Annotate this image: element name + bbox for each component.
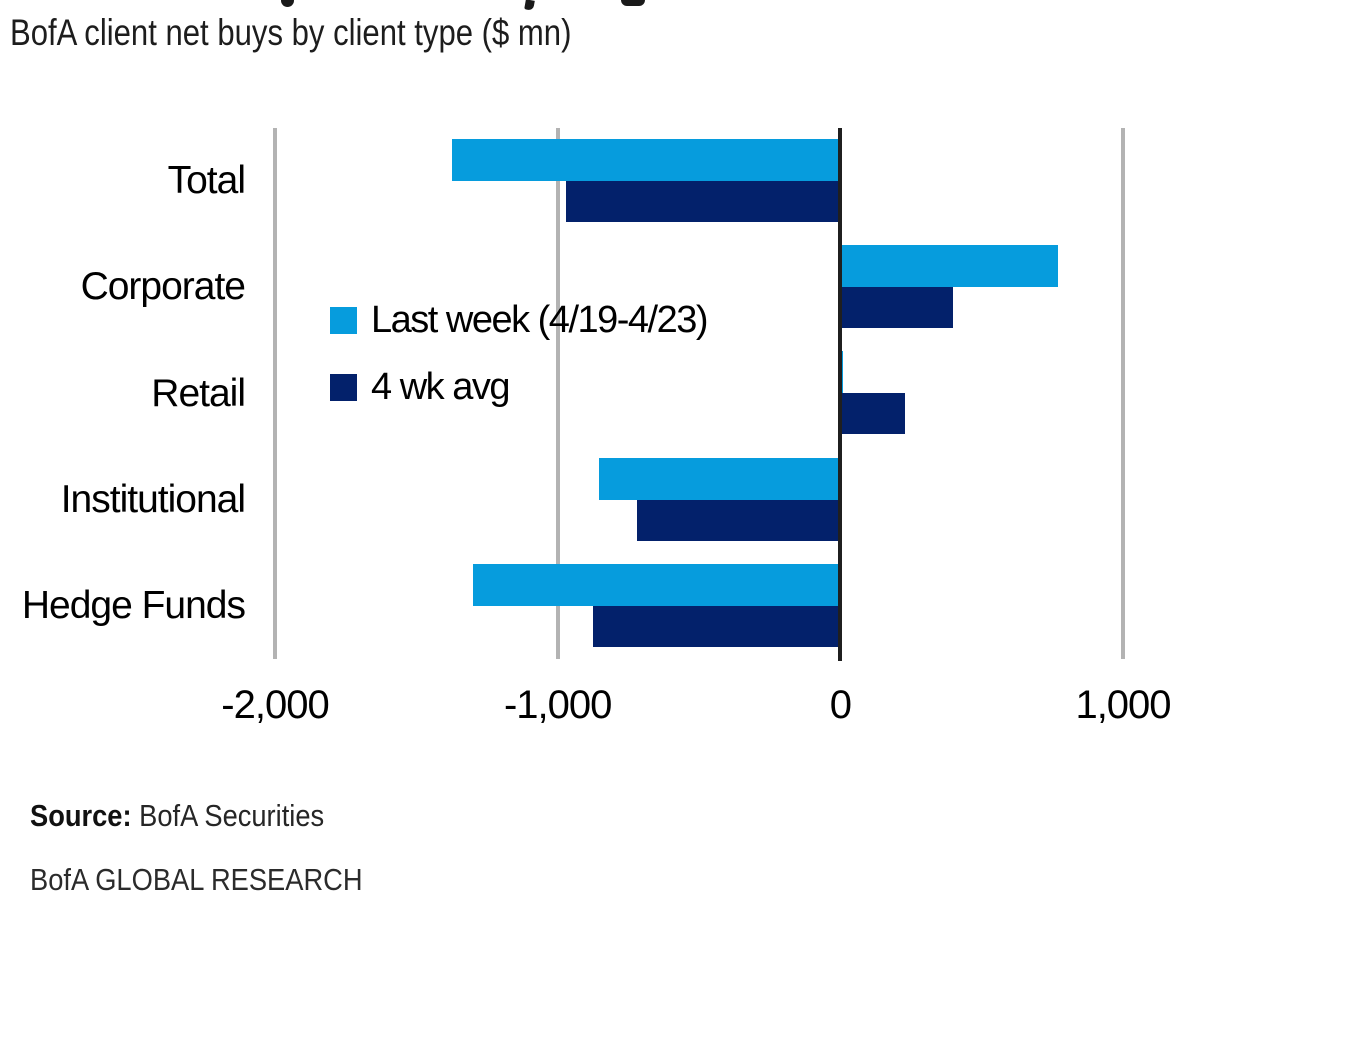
legend-swatch-last-week [330,306,357,334]
gridline-1000 [1121,128,1125,659]
bar-hedge-funds-last-week-4-19-4-23- [472,563,841,606]
bar-corporate-last-week-4-19-4-23- [840,245,1058,288]
x-tick-label-1000: 1,000 [1075,683,1171,727]
legend-item-4wk-avg: 4 wk avg [330,365,707,408]
legend-item-last-week: Last week (4/19-4/23) [330,298,709,341]
bar-retail-4-wk-avg [840,393,906,435]
category-label-hedge-funds: Hedge Funds [21,583,246,627]
chart-subtitle: BofA client net buys by client type ($ m… [10,12,572,53]
source-label: Source: [30,798,132,833]
bar-institutional-4-wk-avg [636,499,841,541]
legend-label-4wk-avg: 4 wk avg [371,365,510,408]
gridline--2000 [273,128,277,659]
x-tick-label--1000: -1,000 [503,683,612,727]
bar-hedge-funds-4-wk-avg [593,605,841,647]
source-line: Source: BofA Securities [30,798,324,834]
bar-total-last-week-4-19-4-23- [451,139,841,181]
bar-chart: Last week (4/19-4/23) 4 wk avg Total Corp… [21,128,1172,727]
category-label-retail: Retail [151,371,246,415]
legend-label-last-week: Last week (4/19-4/23) [371,298,709,341]
chart-legend: Last week (4/19-4/23) 4 wk avg [330,298,709,434]
x-tick-label-0: 0 [829,683,852,727]
source-text: BofA Securities [139,798,325,833]
legend-swatch-4wk-avg [330,373,357,401]
bar-institutional-last-week-4-19-4-23- [598,457,841,500]
bar-total-4-wk-avg [566,181,841,222]
clipped-title-fragment [281,0,294,7]
x-tick-label--2000: -2,000 [221,683,329,727]
bar-corporate-4-wk-avg [840,287,954,329]
zero-axis-line [838,128,843,661]
bofa-global-research-branding: BofA GLOBAL RESEARCH [30,862,363,897]
clipped-title-fragment [621,0,645,6]
category-label-corporate: Corporate [80,265,246,309]
gridline--1000 [555,128,560,659]
category-label-institutional: Institutional [60,477,246,521]
category-label-total: Total [167,159,246,203]
